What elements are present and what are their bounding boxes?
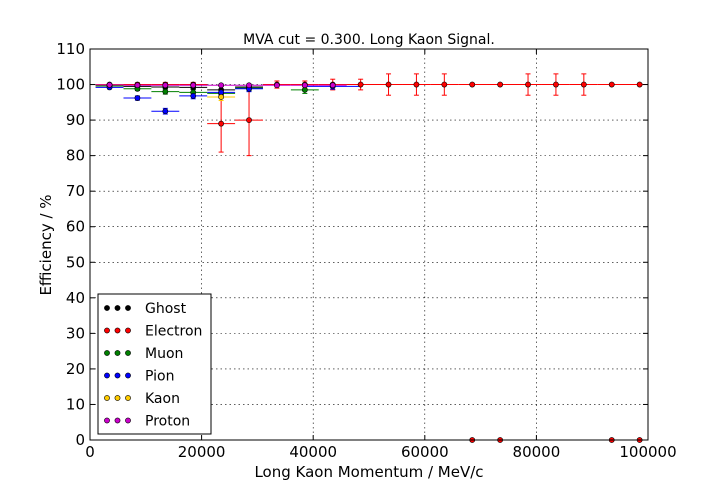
electron-point: [441, 81, 448, 88]
legend-box: [97, 293, 212, 435]
legend-label-kaon: Kaon: [145, 391, 180, 407]
y-tick-label: 40: [66, 289, 85, 307]
electron-point: [497, 81, 504, 88]
y-tick-label: 100: [56, 76, 85, 94]
x-tick-label: 40000: [289, 443, 337, 461]
legend-marker-pion: [125, 372, 131, 379]
chart-title: MVA cut = 0.300. Long Kaon Signal.: [243, 32, 495, 48]
electron-point: [580, 81, 587, 88]
proton-point: [106, 82, 113, 88]
y-tick-label: 90: [66, 111, 85, 129]
x-tick-label: 0: [85, 443, 95, 461]
pion-point: [162, 108, 169, 115]
electron-point: [246, 117, 252, 123]
x-axis-label: Long Kaon Momentum / MeV/c: [254, 463, 483, 481]
y-tick-label: 60: [66, 218, 85, 236]
pion-point: [190, 93, 197, 99]
electron-point: [608, 81, 615, 88]
legend-label-pion: Pion: [145, 369, 174, 385]
legend-marker-kaon: [104, 395, 110, 401]
proton-point: [134, 82, 141, 89]
legend-marker-kaon: [114, 395, 121, 401]
legend-marker-muon: [104, 350, 110, 356]
y-tick-label: 20: [66, 360, 85, 378]
legend-marker-ghost: [104, 305, 110, 311]
y-tick-label: 10: [66, 395, 85, 413]
muon-point: [162, 88, 169, 95]
plot-frame: [89, 48, 649, 441]
x-tick-label: 60000: [401, 443, 449, 461]
kaon-point: [218, 94, 225, 100]
legend: Ghost Electron Muon Pion Kaon Proton: [97, 293, 212, 435]
electron-point: [553, 81, 559, 88]
grid-lines: [90, 49, 648, 440]
electron-point: [357, 81, 364, 88]
x-tick-label: 80000: [513, 443, 561, 461]
proton-point: [246, 82, 252, 89]
y-tick-label: 50: [66, 253, 85, 271]
legend-marker-muon: [125, 350, 131, 356]
proton-point: [190, 82, 197, 89]
y-tick-label: 0: [75, 431, 85, 449]
x-tick-label: 100000: [619, 443, 676, 461]
proton-point: [218, 82, 225, 89]
y-tick-label: 80: [66, 147, 85, 165]
legend-marker-proton: [114, 417, 121, 424]
data-points: [106, 81, 643, 443]
electron-point: [385, 81, 392, 88]
legend-marker-proton: [125, 417, 131, 424]
proton-point: [301, 82, 308, 89]
legend-label-electron: Electron: [145, 324, 202, 340]
electron-point: [469, 81, 476, 88]
proton-point: [162, 82, 169, 89]
y-tick-label: 110: [56, 40, 85, 58]
legend-marker-ghost: [114, 305, 121, 311]
legend-label-ghost: Ghost: [145, 301, 187, 317]
legend-marker-pion: [114, 372, 121, 379]
x-tick-label: 20000: [178, 443, 226, 461]
electron-point: [413, 81, 420, 88]
legend-marker-ghost: [125, 305, 131, 311]
electron-point: [218, 120, 225, 127]
y-axis-label: Efficiency / %: [37, 194, 55, 295]
legend-marker-electron: [104, 327, 110, 334]
legend-label-proton: Proton: [145, 414, 190, 430]
legend-marker-electron: [125, 327, 131, 334]
proton-point: [274, 82, 280, 89]
legend-marker-proton: [104, 417, 110, 424]
legend-marker-kaon: [125, 395, 131, 401]
y-tick-label: 30: [66, 324, 85, 342]
legend-marker-muon: [114, 350, 121, 356]
electron-point: [636, 81, 643, 88]
pion-point: [134, 95, 141, 101]
legend-marker-pion: [104, 372, 110, 379]
axis-ticks: 0 20000 40000 60000 80000 100000 0 10 20 30 40 50 60…: [56, 40, 676, 461]
y-tick-label: 70: [66, 182, 85, 200]
legend-label-muon: Muon: [145, 346, 183, 362]
proton-point: [329, 82, 336, 89]
electron-point: [525, 81, 531, 88]
legend-marker-electron: [114, 327, 121, 334]
